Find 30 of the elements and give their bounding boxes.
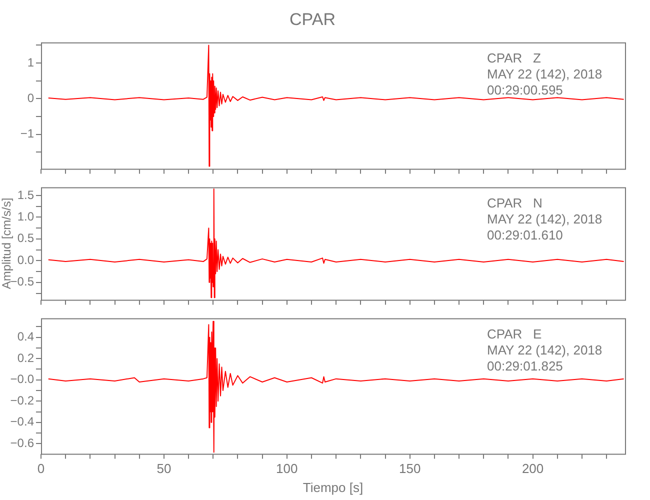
annotation: CPAR E: [487, 326, 542, 342]
y-tick-label: 0.2: [17, 350, 34, 365]
y-tick-label: −0.0: [10, 372, 34, 386]
y-tick-label: −0.2: [10, 393, 34, 408]
y-tick-label: 0: [27, 90, 34, 105]
y-tick-label: 1.0: [17, 210, 34, 224]
chart-title: CPAR: [290, 10, 336, 29]
annotation: 00:29:01.825: [487, 358, 563, 374]
x-tick-label: 100: [276, 461, 298, 476]
annotation: 00:29:00.595: [487, 82, 563, 98]
y-tick-label: 0.4: [17, 330, 34, 344]
annotation: CPAR N: [487, 195, 542, 210]
x-tick-label: 50: [156, 461, 172, 476]
annotation: MAY 22 (142), 2018: [487, 66, 602, 82]
y-tick-label: −1: [20, 126, 34, 141]
annotation: CPAR Z: [487, 50, 541, 66]
x-tick-label: 0: [37, 461, 45, 476]
y-tick-label: −0.5: [10, 274, 34, 289]
x-axis-title: Tiempo [s]: [302, 480, 364, 495]
y-tick-label: 1.5: [17, 188, 34, 202]
x-tick-label: 150: [398, 461, 421, 476]
x-tick-label: 200: [522, 461, 544, 476]
y-tick-label: 0.5: [17, 231, 34, 246]
annotation: 00:29:01.610: [487, 227, 563, 242]
annotation: MAY 22 (142), 2018: [487, 342, 602, 358]
annotation: MAY 22 (142), 2018: [487, 211, 602, 226]
y-tick-label: 1: [27, 55, 34, 70]
y-tick-label: −0.4: [10, 414, 34, 429]
y-tick-label: −0.6: [10, 436, 34, 450]
y-tick-label: 0.0: [17, 252, 34, 267]
